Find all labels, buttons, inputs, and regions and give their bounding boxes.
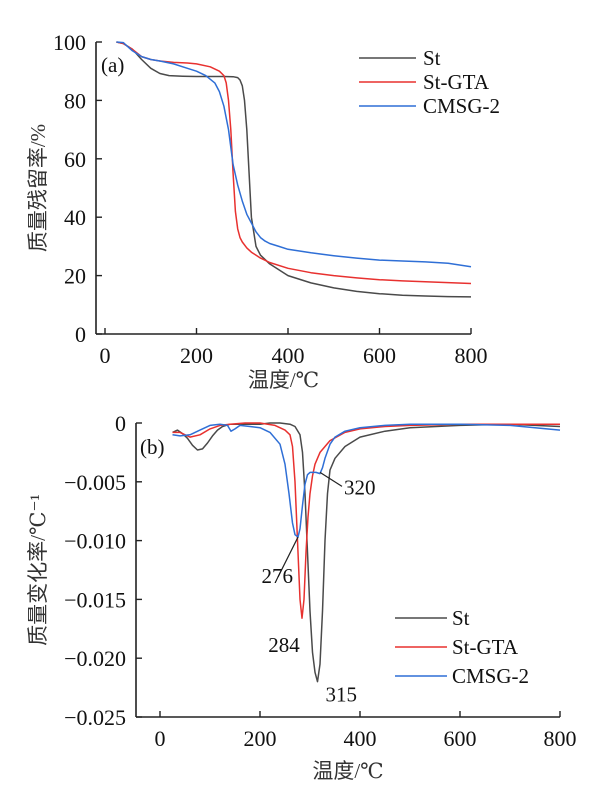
y-tick-label: 40 <box>64 205 86 230</box>
y-tick-label: 20 <box>64 264 86 289</box>
peak-annotation: 276 <box>262 564 294 588</box>
series-line-st-gta <box>116 41 472 285</box>
chart-panel-b: 0 −0.005 −0.010 −0.015 −0.020 −0.025 0 200 400 60… <box>26 411 577 783</box>
y-axis-label: 质量残留率/% <box>26 124 50 252</box>
panel-label: (b) <box>140 435 165 459</box>
x-tick-label: 200 <box>180 343 213 368</box>
chart-panel-a: 0 20 40 60 80 100 0 200 400 600 800 温度/℃ 质量残留率/% (a) S… <box>26 30 500 392</box>
panel-label: (a) <box>101 53 124 77</box>
x-axis-label: 温度/℃ <box>248 368 319 392</box>
x-tick-label: 600 <box>363 343 396 368</box>
legend-label: CMSG-2 <box>452 664 529 688</box>
annotation-leader <box>319 471 343 487</box>
x-tick-label: 200 <box>244 726 277 751</box>
y-tick-label: 80 <box>64 88 86 113</box>
y-tick-label: −0.020 <box>64 646 126 671</box>
x-axis-label: 温度/℃ <box>312 759 383 783</box>
y-tick-label: −0.015 <box>64 587 126 612</box>
x-tick-label: 400 <box>272 343 305 368</box>
legend-label: St <box>452 606 470 630</box>
series-line-cmsg-2 <box>172 423 561 538</box>
y-tick-label: −0.025 <box>64 705 126 730</box>
y-tick-label: −0.010 <box>64 529 126 554</box>
x-tick-label: 400 <box>344 726 377 751</box>
series-line-st-gta <box>172 422 560 619</box>
y-axis-label: 质量变化率/℃⁻¹ <box>26 494 50 646</box>
series-line-cmsg-2 <box>116 41 472 268</box>
legend-label: St-GTA <box>423 70 490 94</box>
annotation-leader <box>277 536 299 578</box>
x-tick-label: 600 <box>444 726 477 751</box>
y-tick-label: 100 <box>53 30 86 55</box>
y-tick-label: 0 <box>115 411 126 436</box>
y-tick-label: 0 <box>75 322 86 347</box>
legend-label: St <box>423 46 441 70</box>
x-tick-label: 800 <box>455 343 488 368</box>
peak-annotation: 320 <box>344 475 376 499</box>
legend-label: CMSG-2 <box>423 94 500 118</box>
x-tick-label: 800 <box>544 726 577 751</box>
series-line-st <box>116 41 472 298</box>
y-tick-label: 60 <box>64 147 86 172</box>
x-tick-label: 0 <box>100 343 111 368</box>
series-line-st <box>172 422 561 683</box>
peak-annotation: 284 <box>268 633 300 657</box>
legend-label: St-GTA <box>452 635 519 659</box>
peak-annotation: 315 <box>326 683 358 707</box>
x-tick-label: 0 <box>155 726 166 751</box>
y-tick-label: −0.005 <box>64 470 126 495</box>
